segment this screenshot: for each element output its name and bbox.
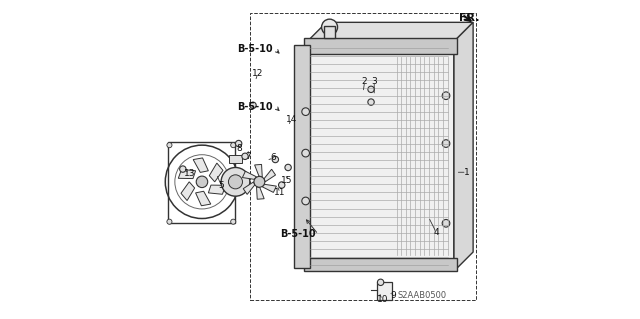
Circle shape <box>378 279 384 286</box>
Polygon shape <box>209 163 223 182</box>
Bar <box>304 258 457 271</box>
Polygon shape <box>243 182 255 194</box>
Text: 7: 7 <box>245 152 251 161</box>
Circle shape <box>221 167 250 196</box>
Circle shape <box>254 176 265 187</box>
Polygon shape <box>257 187 264 199</box>
Polygon shape <box>181 182 195 201</box>
Circle shape <box>242 153 248 160</box>
Text: 13: 13 <box>184 169 195 178</box>
Circle shape <box>285 164 291 171</box>
Polygon shape <box>262 184 276 192</box>
Text: 2: 2 <box>362 77 367 86</box>
Circle shape <box>321 19 337 35</box>
Circle shape <box>196 176 208 188</box>
Text: B-5-10: B-5-10 <box>280 229 316 240</box>
Bar <box>294 45 310 268</box>
Polygon shape <box>193 158 209 172</box>
Bar <box>250 13 476 300</box>
Polygon shape <box>179 169 196 179</box>
Circle shape <box>230 143 236 148</box>
Circle shape <box>180 166 186 172</box>
Circle shape <box>167 219 172 224</box>
Polygon shape <box>307 22 473 41</box>
Circle shape <box>302 197 310 205</box>
Circle shape <box>302 108 310 115</box>
Polygon shape <box>196 191 211 206</box>
Text: B-5-10: B-5-10 <box>237 102 273 112</box>
Text: S2AAB0500: S2AAB0500 <box>397 291 447 300</box>
Bar <box>324 26 335 38</box>
Circle shape <box>368 99 374 105</box>
Text: 9: 9 <box>390 291 396 300</box>
Text: 15: 15 <box>282 176 293 185</box>
Text: 11: 11 <box>275 189 286 197</box>
Circle shape <box>250 102 256 108</box>
Circle shape <box>230 219 236 224</box>
Bar <box>229 155 242 163</box>
Text: 6: 6 <box>271 153 276 162</box>
Text: B-5-10: B-5-10 <box>237 44 273 55</box>
Text: 5: 5 <box>218 181 224 189</box>
Circle shape <box>442 140 450 147</box>
Circle shape <box>442 219 450 227</box>
Text: 3: 3 <box>371 77 377 86</box>
Polygon shape <box>264 169 276 182</box>
Circle shape <box>272 156 278 163</box>
Circle shape <box>236 140 242 147</box>
Text: FR.: FR. <box>459 13 479 23</box>
Bar <box>168 142 236 223</box>
Text: 8: 8 <box>237 144 243 153</box>
Text: 4: 4 <box>434 228 439 237</box>
Circle shape <box>442 92 450 100</box>
Text: 1: 1 <box>464 168 470 177</box>
Text: 14: 14 <box>285 115 297 124</box>
Circle shape <box>167 143 172 148</box>
Circle shape <box>368 86 374 93</box>
Circle shape <box>228 175 243 189</box>
Bar <box>304 38 457 54</box>
Circle shape <box>302 149 310 157</box>
Text: 12: 12 <box>252 69 264 78</box>
Bar <box>307 41 454 271</box>
Polygon shape <box>255 164 262 177</box>
Polygon shape <box>454 22 473 271</box>
Text: 10: 10 <box>376 295 388 304</box>
Polygon shape <box>243 171 257 179</box>
Circle shape <box>278 182 285 188</box>
Polygon shape <box>209 185 226 194</box>
Bar <box>378 282 392 300</box>
